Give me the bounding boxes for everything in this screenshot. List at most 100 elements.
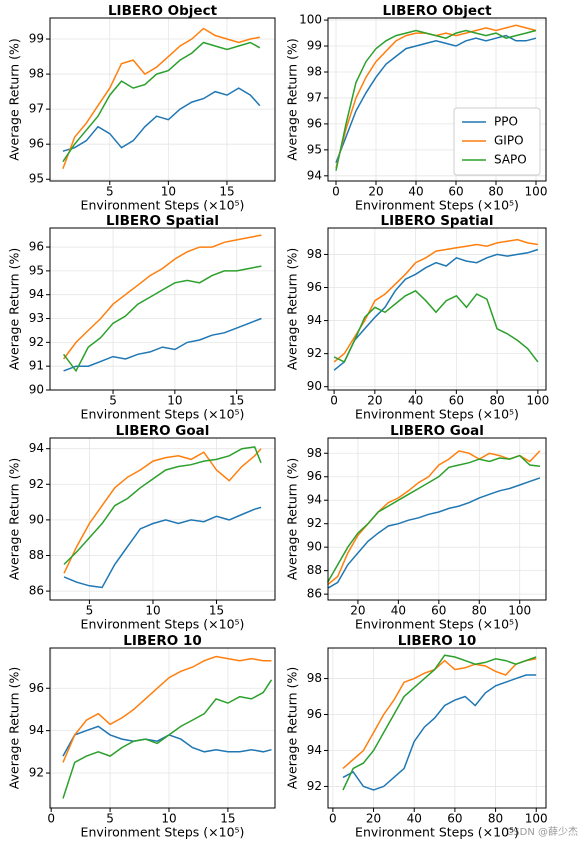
y-tick-label: 90: [307, 540, 322, 554]
x-axis-label: Environment Steps (×10⁵): [355, 617, 519, 632]
y-tick-label: 96: [307, 116, 322, 130]
y-tick-label: 86: [307, 587, 322, 601]
y-tick-label: 98: [307, 247, 322, 261]
x-tick-label: 10: [167, 394, 182, 408]
y-axis-label: Average Return (%): [7, 667, 22, 789]
series-line: [63, 506, 262, 589]
chart-title: LIBERO Spatial: [380, 213, 493, 229]
y-tick-label: 94: [307, 743, 322, 757]
y-tick-label: 92: [29, 335, 44, 349]
series-line: [327, 477, 541, 589]
x-tick-label: 15: [219, 185, 234, 199]
y-tick-label: 94: [307, 168, 322, 182]
series-line: [62, 234, 262, 360]
plot-frame: [49, 647, 276, 809]
y-tick-label: 88: [307, 563, 322, 577]
x-tick-label: 100: [525, 812, 548, 826]
y-tick-label: 99: [29, 32, 44, 46]
series-line: [342, 658, 537, 769]
plot-frame: [327, 227, 547, 391]
y-tick-label: 94: [29, 287, 44, 301]
y-tick-label: 91: [29, 359, 44, 373]
x-tick-label: 80: [472, 604, 487, 618]
y-tick-label: 98: [29, 67, 44, 81]
y-tick-label: 98: [307, 671, 322, 685]
y-tick-label: 96: [29, 240, 44, 254]
x-tick-label: 60: [431, 604, 446, 618]
x-tick-label: 20: [367, 394, 382, 408]
chart-title: LIBERO 10: [398, 633, 477, 649]
x-tick-label: 100: [525, 185, 548, 199]
y-tick-label: 96: [307, 707, 322, 721]
y-axis-label: Average Return (%): [285, 248, 300, 370]
series-line: [62, 265, 262, 373]
watermark: CSDN @薛少杰: [506, 826, 578, 838]
chart-title: LIBERO Spatial: [106, 213, 219, 229]
series-line: [333, 238, 539, 363]
series-line: [326, 454, 540, 583]
series-line: [333, 289, 539, 363]
y-tick-label: 86: [29, 584, 44, 598]
plot-frame: [327, 647, 547, 809]
y-tick-label: 96: [307, 280, 322, 294]
plot-frame: [49, 437, 276, 601]
chart-title: LIBERO Goal: [390, 423, 484, 439]
x-tick-label: 0: [332, 185, 340, 199]
x-tick-label: 10: [145, 604, 160, 618]
legend-label: PPO: [494, 115, 518, 129]
x-tick-label: 60: [448, 185, 463, 199]
x-tick-label: 0: [47, 812, 55, 826]
x-axis-label: Environment Steps (×10⁵): [81, 617, 245, 632]
x-tick-label: 15: [220, 812, 235, 826]
series-line: [342, 654, 537, 791]
plot-frame: [327, 17, 547, 182]
series-line: [63, 317, 262, 372]
x-axis-label: Environment Steps (×10⁵): [355, 825, 519, 840]
y-axis-label: Average Return (%): [285, 667, 300, 789]
y-tick-label: 88: [29, 548, 44, 562]
series-line: [62, 27, 260, 169]
y-tick-label: 98: [307, 446, 322, 460]
x-tick-label: 20: [350, 604, 365, 618]
y-axis-label: Average Return (%): [285, 38, 300, 160]
x-tick-label: 80: [488, 812, 503, 826]
x-axis-label: Environment Steps (×10⁵): [355, 198, 519, 213]
y-tick-label: 95: [29, 263, 44, 277]
y-tick-label: 92: [29, 766, 44, 780]
x-tick-label: 20: [368, 185, 383, 199]
legend-label: GIPO: [494, 134, 524, 148]
y-tick-label: 90: [29, 383, 44, 397]
series-line: [62, 679, 273, 799]
plot-frame: [49, 17, 276, 182]
y-tick-label: 96: [29, 681, 44, 695]
x-axis-label: Environment Steps (×10⁵): [81, 198, 245, 213]
legend-box: [453, 107, 541, 176]
y-tick-label: 92: [307, 346, 322, 360]
x-tick-label: 60: [447, 812, 462, 826]
y-tick-label: 92: [307, 516, 322, 530]
series-line: [62, 655, 272, 763]
x-tick-label: 40: [407, 812, 422, 826]
x-tick-label: 5: [106, 812, 114, 826]
series-line: [342, 674, 537, 791]
x-tick-label: 40: [391, 604, 406, 618]
series-line: [62, 41, 261, 163]
x-tick-label: 80: [489, 394, 504, 408]
y-tick-label: 99: [307, 39, 322, 53]
y-axis-label: Average Return (%): [285, 458, 300, 580]
chart-title: LIBERO 10: [123, 633, 202, 649]
chart-title: LIBERO Goal: [116, 423, 210, 439]
x-tick-label: 5: [86, 604, 94, 618]
y-tick-label: 95: [307, 142, 322, 156]
y-tick-label: 94: [307, 313, 322, 327]
y-tick-label: 94: [29, 723, 44, 737]
x-tick-label: 100: [508, 604, 531, 618]
series-line: [62, 87, 261, 152]
x-tick-label: 100: [526, 394, 549, 408]
y-tick-label: 98: [307, 64, 322, 78]
x-axis-label: Environment Steps (×10⁵): [355, 407, 519, 422]
x-tick-label: 60: [449, 394, 464, 408]
series-line: [335, 29, 537, 171]
y-tick-label: 97: [307, 90, 322, 104]
